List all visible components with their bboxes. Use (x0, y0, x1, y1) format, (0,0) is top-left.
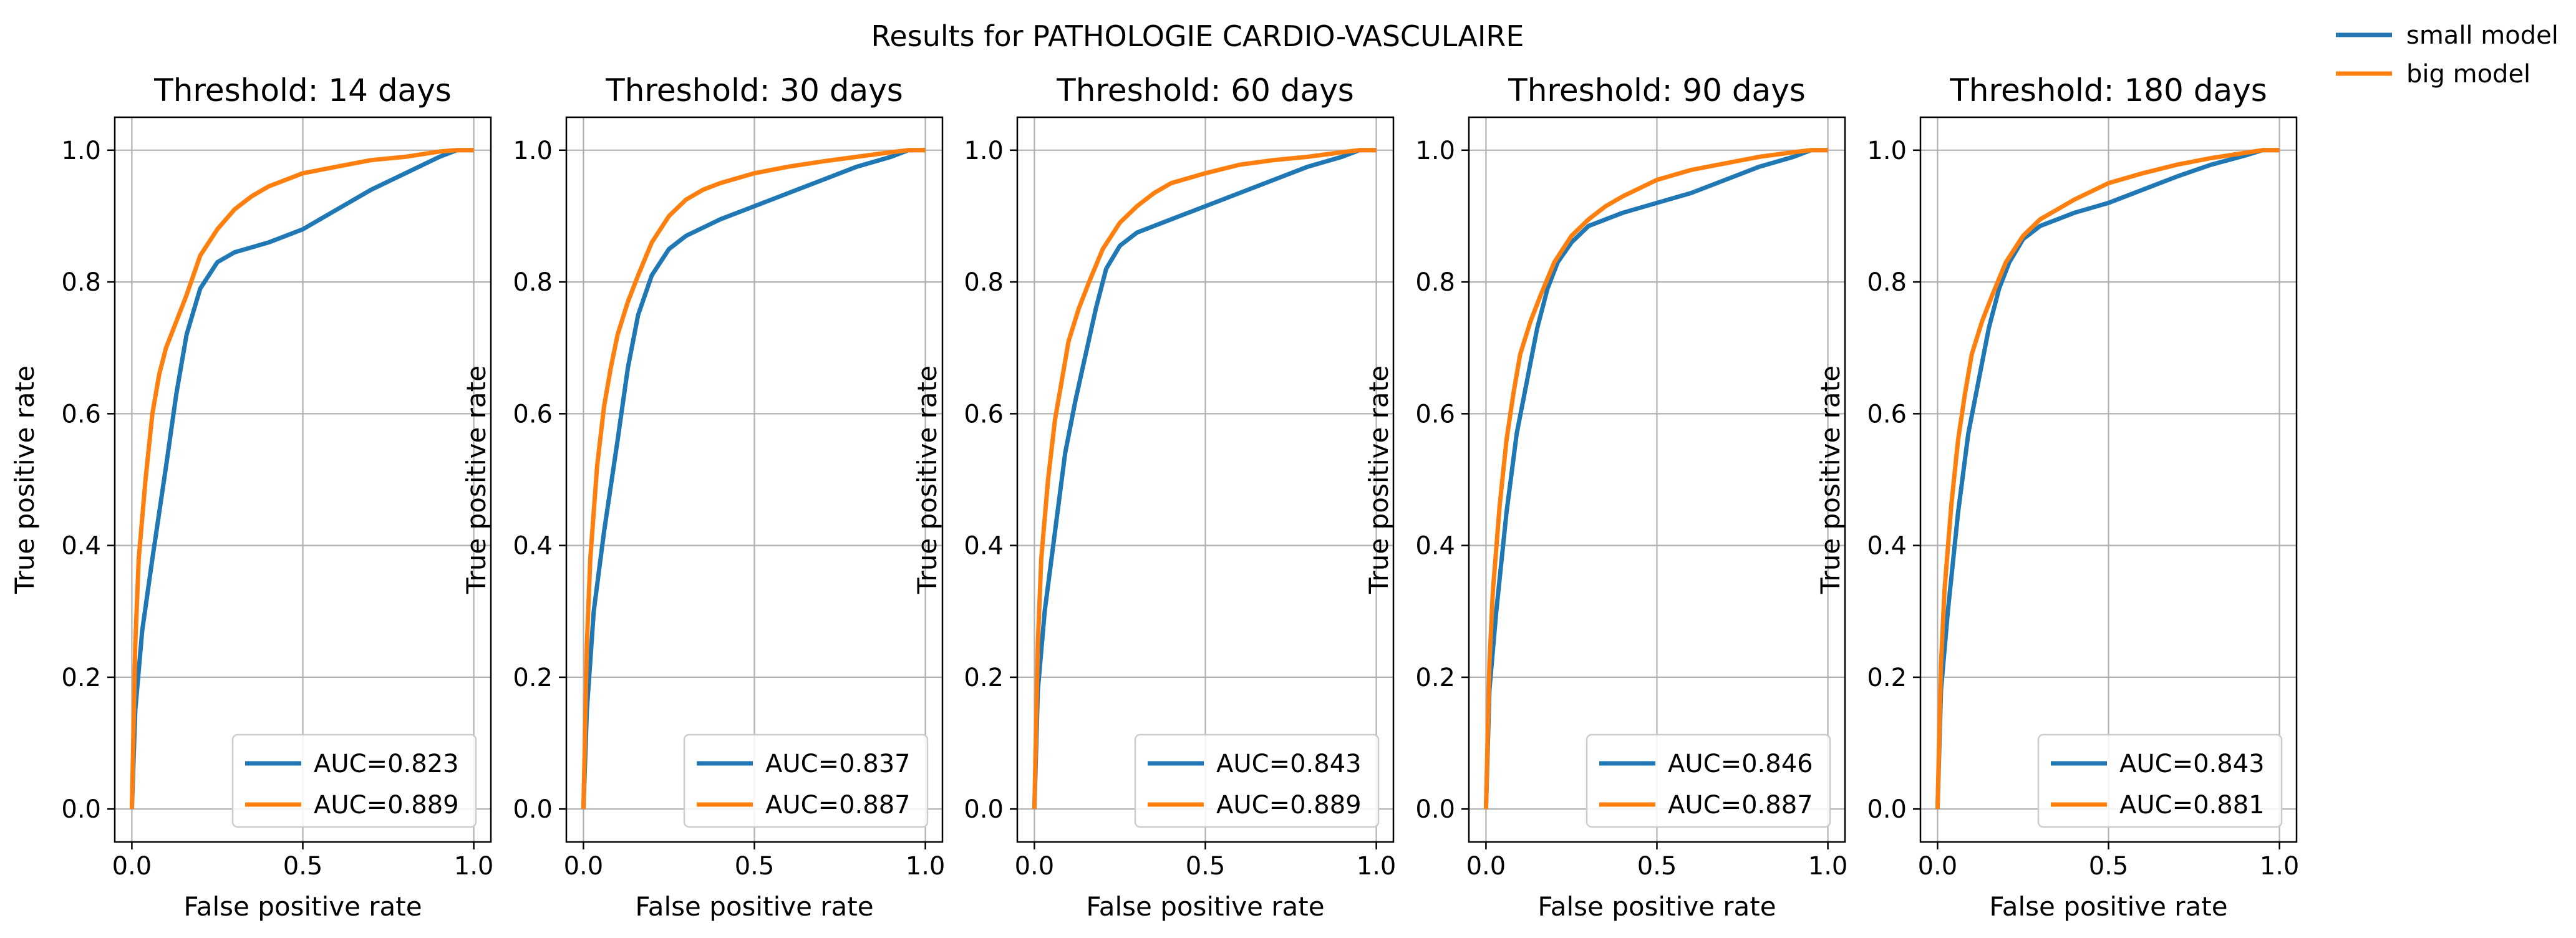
panel-legend: AUC=0.823 AUC=0.889 (231, 733, 477, 828)
panel-title: Threshold: 30 days (605, 72, 903, 109)
panel-title: Threshold: 14 days (153, 72, 452, 109)
x-tick-label: 0.5 (735, 852, 775, 881)
x-tick-label: 0.0 (112, 852, 152, 881)
roc-curve-small-model (1032, 148, 1377, 810)
x-axis-label: False positive rate (183, 891, 422, 922)
x-axis-label: False positive rate (1086, 891, 1324, 922)
y-tick-label: 1.0 (1867, 137, 1907, 165)
roc-panel-4: 0.0 0.5 1.0 0.0 0.2 0.4 0.6 0.8 1.0 Threshold: 90… (1363, 72, 1847, 922)
panel-legend: AUC=0.843 AUC=0.881 (2037, 733, 2283, 828)
x-tick-label: 0.5 (1637, 852, 1677, 881)
y-tick-label: 0.2 (1415, 664, 1455, 692)
y-tick-label: 0.0 (964, 795, 1004, 824)
y-tick-label: 0.6 (1867, 400, 1907, 428)
y-tick-label: 0.0 (513, 795, 553, 824)
y-tick-label: 0.6 (964, 400, 1004, 428)
x-tick-label: 1.0 (454, 852, 494, 881)
y-tick-label: 0.0 (1867, 795, 1907, 824)
x-tick-label: 1.0 (1808, 852, 1848, 881)
figure-title: Results for PATHOLOGIE CARDIO-VASCULAIRE (871, 19, 1524, 53)
x-tick-label: 0.0 (1015, 852, 1055, 881)
legend-label: AUC=0.889 (314, 791, 459, 820)
legend-label: AUC=0.887 (1668, 791, 1813, 820)
y-tick-label: 0.4 (964, 532, 1004, 561)
x-tick-label: 0.5 (1186, 852, 1226, 881)
y-tick-label: 0.4 (61, 532, 101, 561)
y-tick-label: 0.8 (513, 268, 553, 297)
x-tick-label: 1.0 (2260, 852, 2300, 881)
y-tick-label: 0.2 (964, 664, 1004, 692)
roc-curve-small-model (581, 148, 926, 810)
figure-legend-label: small model (2406, 21, 2559, 50)
x-tick-label: 1.0 (906, 852, 946, 881)
y-axis-label: True positive rate (1815, 365, 1846, 594)
legend-label: AUC=0.823 (314, 750, 459, 778)
figure-legend: small model big model (2336, 21, 2559, 89)
roc-curve-big-model (129, 148, 474, 810)
x-tick-label: 0.5 (2089, 852, 2129, 881)
legend-label: AUC=0.887 (765, 791, 911, 820)
roc-curve-small-model (129, 148, 474, 810)
y-tick-label: 0.6 (1415, 400, 1455, 428)
panel-legend: AUC=0.846 AUC=0.887 (1586, 733, 1831, 828)
x-tick-label: 1.0 (1357, 852, 1397, 881)
roc-curve-small-model (1483, 148, 1828, 810)
roc-curve-big-model (581, 148, 926, 810)
y-axis-label: True positive rate (461, 365, 491, 594)
y-tick-label: 0.6 (61, 400, 101, 428)
y-tick-label: 0.8 (1415, 268, 1455, 297)
x-tick-label: 0.0 (564, 852, 604, 881)
panel-legend: AUC=0.843 AUC=0.889 (1134, 733, 1380, 828)
legend-label: AUC=0.881 (2119, 791, 2265, 820)
panel-title: Threshold: 180 days (1949, 72, 2267, 109)
y-tick-label: 0.0 (61, 795, 101, 824)
roc-curve-big-model (1935, 148, 2280, 810)
roc-panel-5: 0.0 0.5 1.0 0.0 0.2 0.4 0.6 0.8 1.0 Threshold: 18… (1815, 72, 2299, 922)
y-tick-label: 1.0 (513, 137, 553, 165)
y-tick-label: 1.0 (964, 137, 1004, 165)
y-tick-label: 0.8 (1867, 268, 1907, 297)
x-tick-label: 0.5 (283, 852, 323, 881)
y-tick-label: 0.8 (61, 268, 101, 297)
roc-curve-big-model (1483, 148, 1828, 810)
y-tick-label: 0.2 (1867, 664, 1907, 692)
y-tick-label: 0.2 (513, 664, 553, 692)
y-axis-label: True positive rate (912, 365, 942, 594)
legend-label: AUC=0.846 (1668, 750, 1813, 778)
y-tick-label: 0.6 (513, 400, 553, 428)
y-tick-label: 0.8 (964, 268, 1004, 297)
roc-curve-big-model (1032, 148, 1377, 810)
y-tick-label: 0.4 (513, 532, 553, 561)
panel-title: Threshold: 60 days (1056, 72, 1354, 109)
x-axis-label: False positive rate (635, 891, 873, 922)
y-tick-label: 1.0 (61, 137, 101, 165)
roc-panel-1: 0.0 0.5 1.0 0.0 0.2 0.4 0.6 0.8 1.0 Threshold: 14… (9, 72, 493, 922)
panel-legend: AUC=0.837 AUC=0.887 (683, 733, 929, 828)
x-axis-label: False positive rate (1537, 891, 1776, 922)
roc-panel-2: 0.0 0.5 1.0 0.0 0.2 0.4 0.6 0.8 1.0 Threshold: 30… (461, 72, 945, 922)
y-axis-label: True positive rate (9, 365, 40, 594)
x-tick-label: 0.0 (1918, 852, 1958, 881)
legend-label: AUC=0.837 (765, 750, 911, 778)
legend-label: AUC=0.843 (2119, 750, 2265, 778)
y-tick-label: 0.0 (1415, 795, 1455, 824)
legend-label: AUC=0.889 (1216, 791, 1362, 820)
y-axis-label: True positive rate (1363, 365, 1394, 594)
legend-label: AUC=0.843 (1216, 750, 1362, 778)
roc-panel-3: 0.0 0.5 1.0 0.0 0.2 0.4 0.6 0.8 1.0 Threshold: 60… (912, 72, 1396, 922)
panels: 0.0 0.5 1.0 0.0 0.2 0.4 0.6 0.8 1.0 Threshold: 14… (9, 72, 2299, 922)
x-axis-label: False positive rate (1989, 891, 2227, 922)
x-tick-label: 0.0 (1466, 852, 1506, 881)
y-tick-label: 0.4 (1867, 532, 1907, 561)
y-tick-label: 1.0 (1415, 137, 1455, 165)
y-tick-label: 0.2 (61, 664, 101, 692)
y-tick-label: 0.4 (1415, 532, 1455, 561)
panel-title: Threshold: 90 days (1508, 72, 1806, 109)
figure-legend-label: big model (2406, 60, 2530, 89)
